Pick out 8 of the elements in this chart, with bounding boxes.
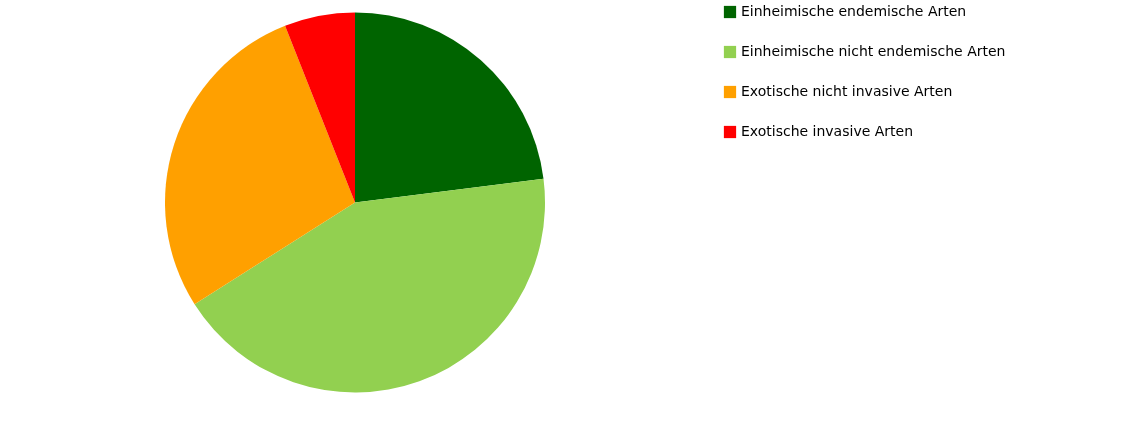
legend-label: Exotische invasive Arten	[741, 123, 914, 139]
pie-slice	[194, 178, 545, 393]
legend-label: Exotische nicht invasive Arten	[741, 83, 953, 99]
pie-slice	[355, 12, 544, 203]
legend-label: Einheimische nicht endemische Arten	[741, 43, 1006, 59]
legend-label: Einheimische endemische Arten	[741, 3, 967, 19]
pie-slice	[285, 12, 355, 203]
pie-slice	[165, 25, 355, 305]
